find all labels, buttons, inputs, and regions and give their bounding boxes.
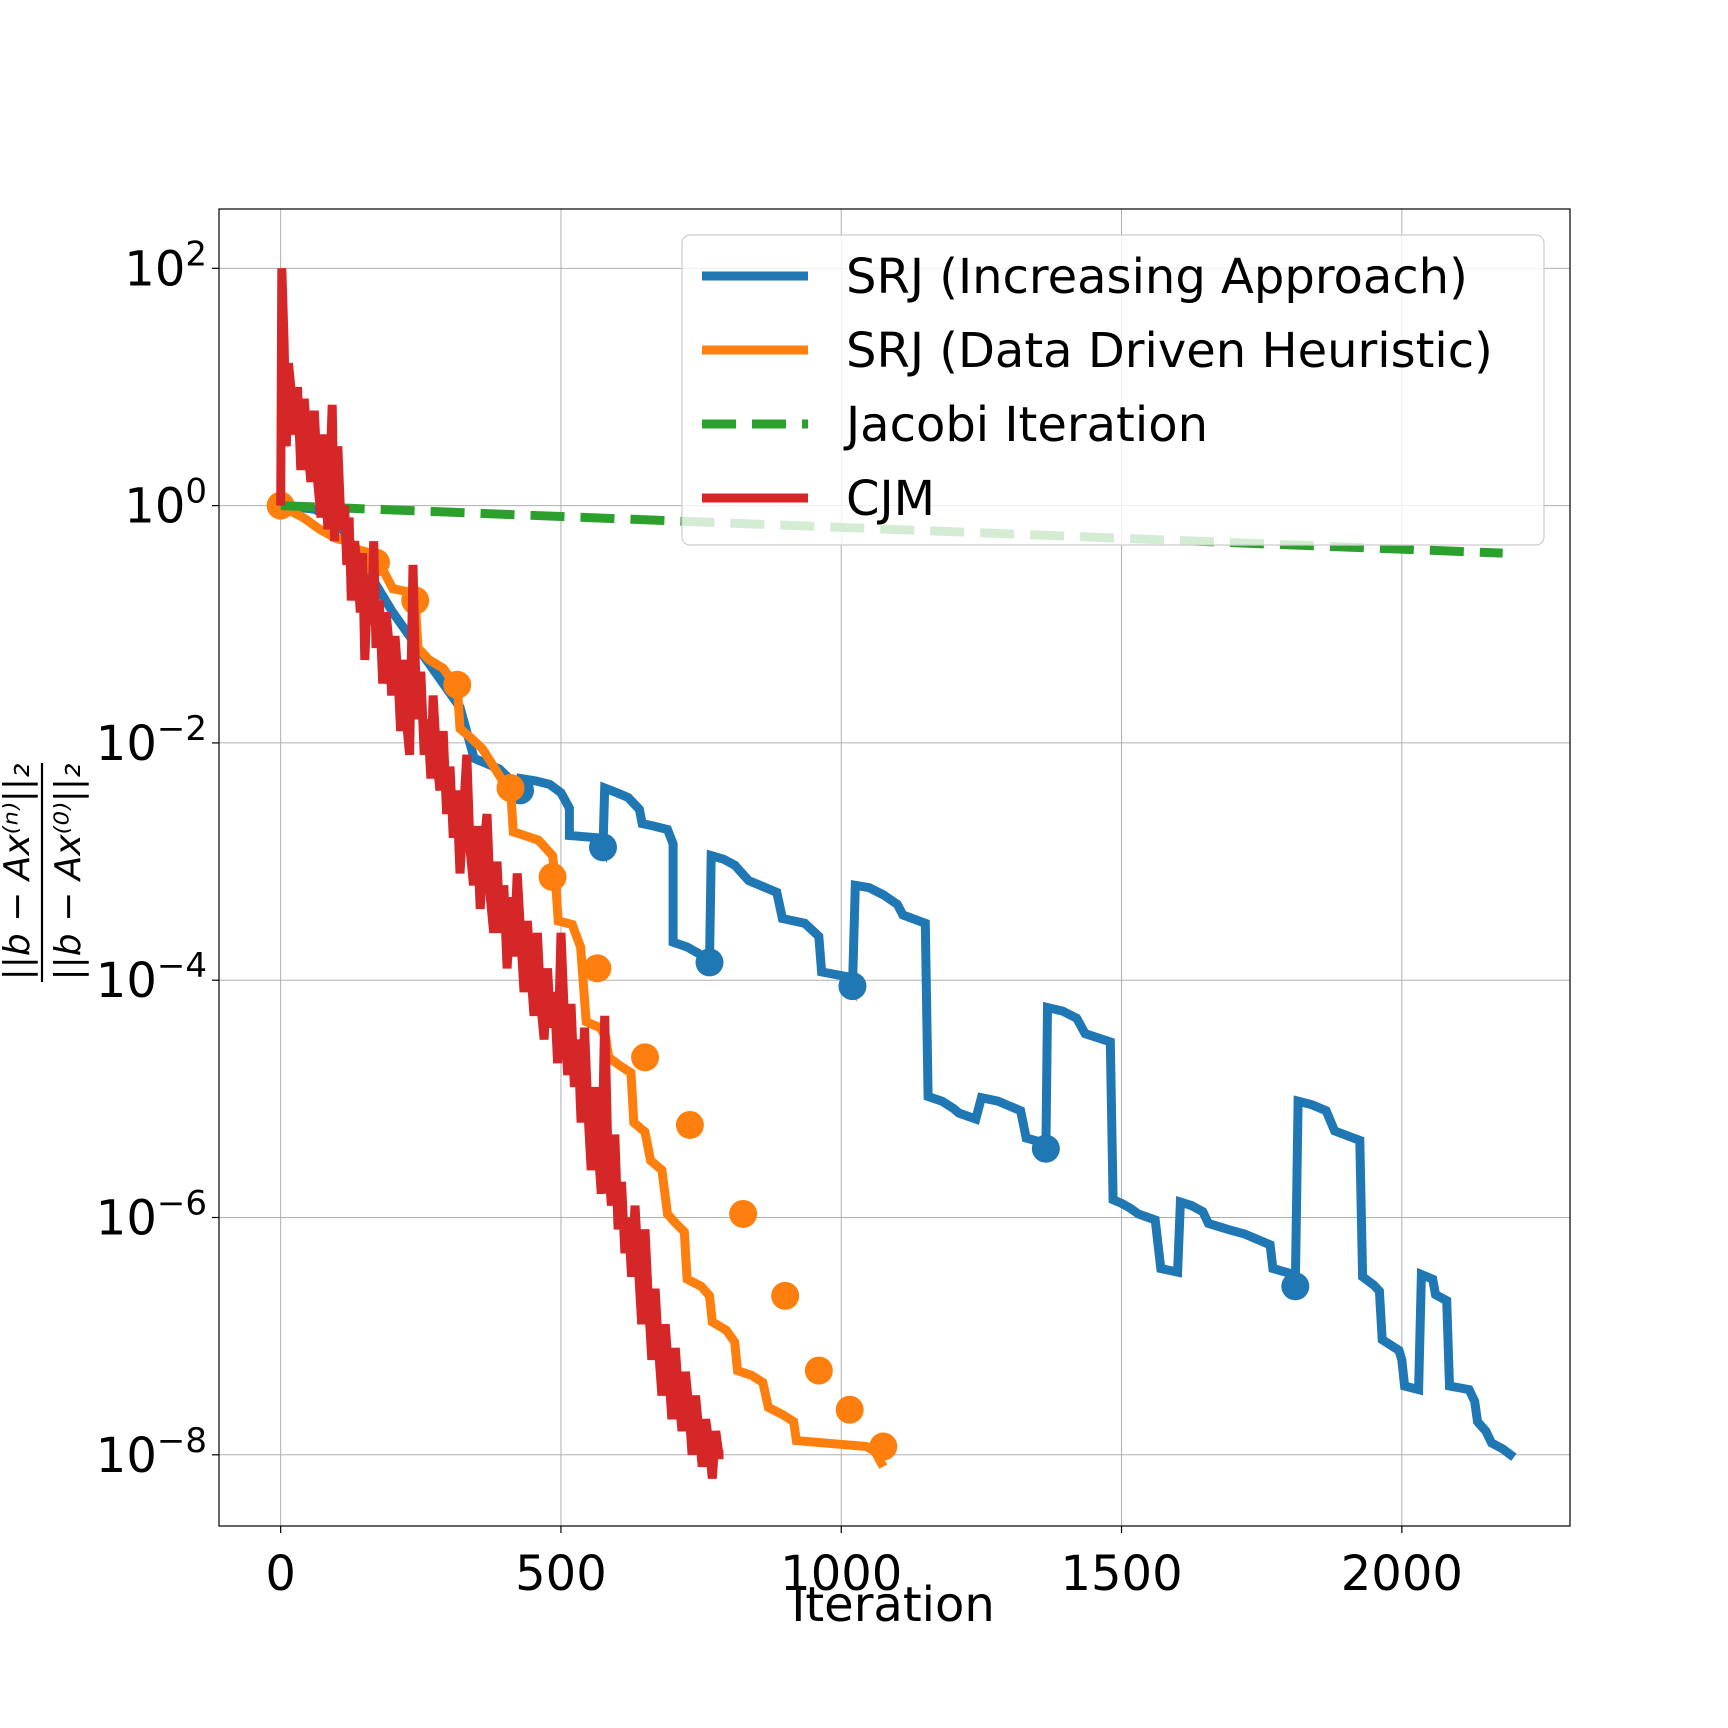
legend-label: SRJ (Increasing Approach)	[846, 249, 1468, 305]
series-marker	[538, 862, 567, 891]
y-tick-label-base: 10	[96, 716, 157, 772]
y-tick-label-base: 10	[96, 1191, 157, 1247]
y-axis-title-denominator: ||b − Ax⁽⁰⁾||₂	[48, 764, 89, 981]
y-tick-label-base: 10	[96, 953, 157, 1009]
y-tick-label-exponent: −6	[157, 1184, 207, 1224]
series-marker	[443, 670, 472, 699]
y-tick-label-exponent: −2	[157, 709, 207, 749]
series-srj-increasing-approach	[280, 501, 1517, 1461]
series-marker	[729, 1199, 758, 1228]
series-marker	[771, 1281, 800, 1310]
series-marker	[588, 833, 617, 862]
series-marker	[695, 948, 724, 977]
series-marker	[838, 972, 867, 1001]
y-tick-label: 10−2	[96, 709, 207, 772]
y-axis-title: ||b − Ax⁽ⁿ⁾||₂ ||b − Ax⁽⁰⁾||₂	[0, 763, 89, 982]
legend-label: CJM	[846, 471, 935, 527]
legend: SRJ (Increasing Approach) SRJ (Data Drive…	[681, 234, 1545, 546]
x-axis-ticks: 0 500 1000 1500 2000	[265, 1526, 1463, 1602]
x-tick-label: 1000	[780, 1546, 902, 1602]
series-srj-data-driven-heuristic	[266, 491, 898, 1469]
legend-label: Jacobi Iteration	[843, 397, 1208, 453]
x-tick-label: 1500	[1060, 1546, 1182, 1602]
series-marker	[1031, 1134, 1060, 1163]
series-marker	[835, 1395, 864, 1424]
x-tick-label: 0	[265, 1546, 296, 1602]
series-marker	[266, 491, 295, 520]
x-tick-label: 2000	[1341, 1546, 1463, 1602]
y-tick-label: 10−4	[96, 946, 207, 1009]
series-marker	[631, 1043, 660, 1072]
series-marker	[804, 1356, 833, 1385]
series-line	[280, 501, 1517, 1461]
x-tick-label: 500	[515, 1546, 607, 1602]
series-cjm	[276, 268, 724, 1479]
series-line	[278, 501, 888, 1469]
y-tick-label-exponent: 0	[185, 472, 207, 512]
y-tick-label-exponent: −4	[157, 946, 207, 986]
series-marker	[675, 1110, 704, 1139]
series-marker	[869, 1432, 898, 1461]
y-tick-label-base: 10	[96, 1428, 157, 1484]
y-axis-title-numerator: ||b − Ax⁽ⁿ⁾||₂	[0, 764, 38, 981]
y-tick-label: 10−8	[96, 1421, 207, 1484]
series-line	[276, 268, 724, 1479]
series-marker	[1281, 1272, 1310, 1301]
legend-box	[681, 234, 1545, 546]
series-marker	[496, 774, 525, 803]
plot-frame	[218, 208, 1571, 1527]
x-axis-title: Iteration	[791, 1577, 995, 1633]
y-tick-label: 102	[124, 234, 207, 297]
legend-label: SRJ (Data Driven Heuristic)	[846, 323, 1493, 379]
y-tick-label: 100	[124, 472, 207, 535]
y-tick-label-exponent: −8	[157, 1421, 207, 1461]
y-tick-label-exponent: 2	[185, 234, 207, 274]
series-marker	[583, 954, 612, 983]
y-tick-label-base: 10	[124, 479, 185, 535]
y-tick-label-base: 10	[124, 241, 185, 297]
y-tick-label: 10−6	[96, 1184, 207, 1247]
